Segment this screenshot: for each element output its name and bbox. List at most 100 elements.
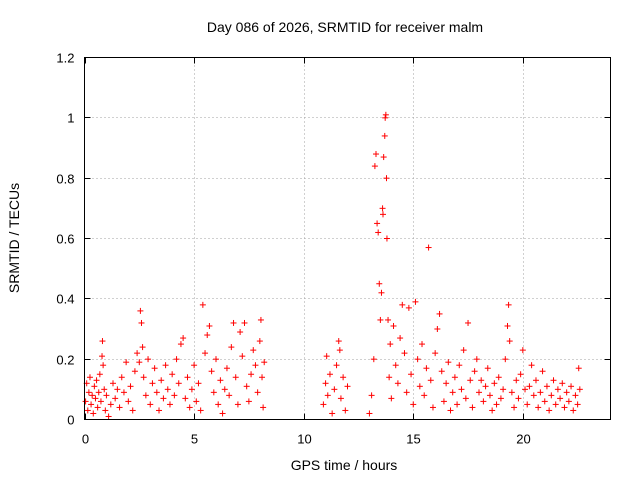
data-point bbox=[379, 205, 386, 212]
data-point bbox=[565, 398, 572, 405]
data-point bbox=[324, 392, 331, 399]
data-point bbox=[561, 404, 568, 411]
data-point bbox=[515, 395, 522, 402]
data-point bbox=[524, 401, 531, 408]
data-point bbox=[486, 392, 493, 399]
data-point bbox=[139, 344, 146, 351]
data-point bbox=[548, 392, 555, 399]
y-tick-label: 0 bbox=[67, 413, 74, 428]
data-point bbox=[410, 401, 417, 408]
data-point bbox=[149, 380, 156, 387]
data-point bbox=[323, 353, 330, 360]
data-point bbox=[386, 374, 393, 381]
data-point bbox=[378, 289, 385, 296]
data-point bbox=[137, 307, 144, 314]
data-point bbox=[333, 362, 340, 369]
data-point bbox=[156, 407, 163, 414]
data-point bbox=[381, 132, 388, 139]
y-axis-label: SRMTID / TECUs bbox=[6, 183, 22, 293]
data-point bbox=[237, 329, 244, 336]
data-point bbox=[385, 316, 392, 323]
data-point bbox=[182, 395, 189, 402]
data-point bbox=[576, 386, 583, 393]
data-point bbox=[443, 380, 450, 387]
x-tick-labels: 0 5 10 15 20 bbox=[82, 432, 531, 447]
y-tick-label: 0.4 bbox=[56, 292, 74, 307]
data-point bbox=[320, 401, 327, 408]
data-point bbox=[245, 398, 252, 405]
data-point bbox=[572, 392, 579, 399]
data-point bbox=[399, 301, 406, 308]
data-point bbox=[447, 407, 454, 414]
data-point bbox=[451, 374, 458, 381]
data-point bbox=[557, 395, 564, 402]
data-point bbox=[180, 335, 187, 342]
data-point bbox=[213, 356, 219, 363]
data-points bbox=[82, 111, 583, 420]
data-point bbox=[471, 368, 478, 375]
data-point bbox=[537, 389, 544, 396]
data-point bbox=[484, 365, 491, 372]
data-point bbox=[131, 368, 138, 375]
data-point bbox=[195, 380, 202, 387]
data-point bbox=[97, 398, 104, 405]
data-point bbox=[495, 374, 502, 381]
data-point bbox=[118, 374, 125, 381]
axis-ticks bbox=[84, 57, 611, 420]
data-point bbox=[425, 244, 432, 251]
x-tick-label: 15 bbox=[406, 432, 420, 447]
data-point bbox=[390, 322, 397, 329]
data-point bbox=[260, 404, 267, 411]
y-tick-label: 1.2 bbox=[56, 51, 74, 66]
data-point bbox=[432, 350, 439, 357]
data-point bbox=[460, 347, 467, 354]
data-point bbox=[210, 389, 217, 396]
data-point bbox=[383, 175, 390, 182]
data-point bbox=[539, 368, 546, 375]
data-point bbox=[506, 338, 513, 345]
data-point bbox=[90, 410, 97, 417]
x-tick-label: 20 bbox=[516, 432, 530, 447]
data-point bbox=[221, 386, 228, 393]
data-point bbox=[445, 359, 452, 366]
data-point bbox=[257, 316, 264, 323]
data-point bbox=[241, 319, 248, 326]
data-point bbox=[380, 211, 387, 218]
data-point bbox=[88, 401, 95, 408]
data-point bbox=[175, 380, 182, 387]
data-point bbox=[206, 322, 213, 329]
data-point bbox=[500, 386, 507, 393]
data-point bbox=[127, 383, 134, 390]
y-tick-label: 0.2 bbox=[56, 353, 74, 368]
y-tick-label: 0.6 bbox=[56, 232, 74, 247]
data-point bbox=[469, 404, 476, 411]
data-point bbox=[171, 392, 178, 399]
data-point bbox=[440, 398, 447, 405]
data-point bbox=[223, 365, 230, 372]
data-point bbox=[125, 398, 132, 405]
data-point bbox=[329, 410, 336, 417]
data-point bbox=[458, 386, 465, 393]
data-point bbox=[95, 389, 102, 396]
data-point bbox=[186, 404, 193, 411]
data-point bbox=[160, 395, 167, 402]
data-point bbox=[215, 401, 222, 408]
data-point bbox=[465, 319, 472, 326]
data-point bbox=[112, 395, 119, 402]
data-point bbox=[103, 392, 110, 399]
data-point bbox=[228, 344, 235, 351]
data-point bbox=[239, 353, 246, 360]
data-point bbox=[376, 280, 383, 287]
data-point bbox=[519, 347, 526, 354]
y-tick-label: 1 bbox=[67, 111, 74, 126]
data-point bbox=[99, 353, 106, 360]
data-point bbox=[254, 389, 261, 396]
data-point bbox=[173, 356, 180, 363]
data-point bbox=[85, 389, 92, 396]
data-point bbox=[202, 350, 209, 357]
data-point bbox=[114, 386, 121, 393]
data-point bbox=[473, 356, 480, 363]
data-point bbox=[449, 389, 456, 396]
data-point bbox=[427, 377, 434, 384]
